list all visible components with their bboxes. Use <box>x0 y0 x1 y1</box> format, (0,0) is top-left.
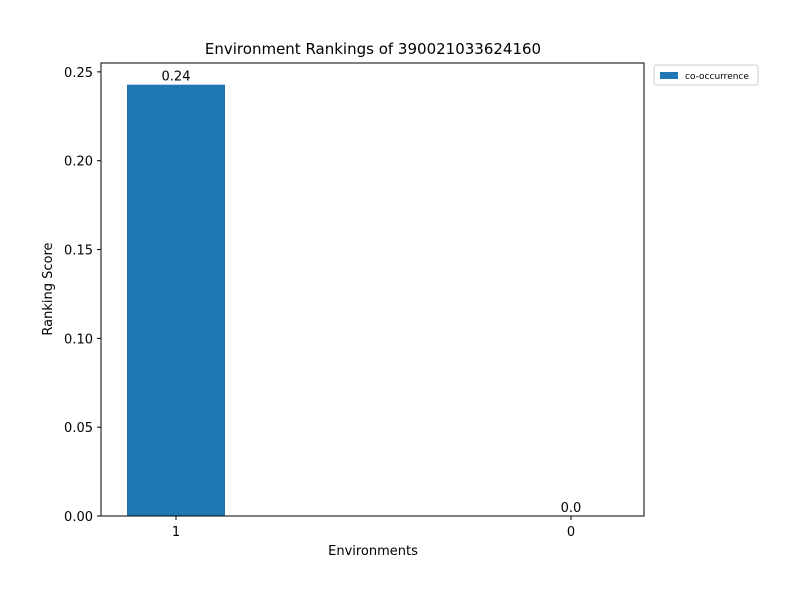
x-axis-label: Environments <box>328 544 418 559</box>
y-tick-label: 0.05 <box>64 421 93 436</box>
y-tick-label: 0.25 <box>64 66 93 81</box>
legend-label: co-occurrence <box>685 72 749 82</box>
legend-swatch <box>660 72 678 79</box>
x-tick-label-0: 0 <box>567 525 575 540</box>
axes-frame <box>100 62 645 517</box>
y-tick-label: 0.15 <box>64 244 93 259</box>
y-tick-label: 0.00 <box>64 510 93 525</box>
y-tick-label: 0.10 <box>64 332 93 347</box>
x-tick-label-1: 1 <box>172 525 180 540</box>
legend: co-occurrence <box>653 64 759 86</box>
y-axis-label: Ranking Score <box>41 242 56 335</box>
y-tick-label: 0.20 <box>64 155 93 170</box>
legend-frame <box>653 64 759 86</box>
data-label-0: 0.0 <box>561 501 582 516</box>
data-label-1: 0.24 <box>162 70 191 85</box>
bar-1 <box>127 84 225 516</box>
plot-area: 0.24 0.0 1 0 0.00 0.05 0.10 0.15 0.20 0.25 <box>64 66 581 540</box>
chart-title: Environment Rankings of 390021033624160 <box>205 40 541 58</box>
